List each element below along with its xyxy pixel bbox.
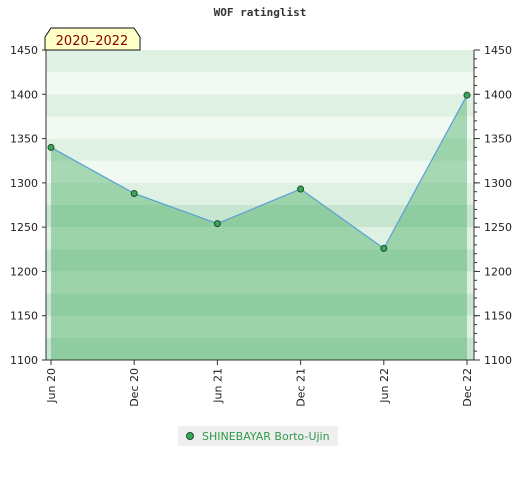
- x-tick-label: Jun 20: [45, 368, 58, 404]
- chart-title: WOF ratinglist: [213, 6, 307, 19]
- background-band: [46, 116, 474, 139]
- x-tick-label: Dec 21: [295, 368, 308, 407]
- data-point: [463, 91, 471, 99]
- background-band: [46, 337, 474, 360]
- background-band: [46, 50, 474, 73]
- y-tick-label-right: 1300: [484, 177, 512, 190]
- axes: 1100 1100 1150 1150 1200 1200 1250 1250 1300 1300…: [10, 44, 512, 407]
- data-point: [213, 220, 221, 228]
- y-tick-label-right: 1100: [484, 354, 512, 367]
- y-tick-label-left: 1350: [10, 133, 38, 146]
- background-bands: [46, 50, 474, 360]
- background-band: [46, 94, 474, 117]
- y-tick-label-right: 1350: [484, 133, 512, 146]
- legend: SHINEBAYAR Borto-Ujin: [178, 426, 338, 446]
- y-tick-label-left: 1100: [10, 354, 38, 367]
- x-tick-label: Dec 22: [461, 368, 474, 407]
- y-tick-label-right: 1400: [484, 88, 512, 101]
- series-area: [51, 95, 467, 361]
- period-label-text: 2020–2022: [56, 34, 129, 49]
- data-point: [380, 244, 388, 252]
- legend-series-label: SHINEBAYAR Borto-Ujin: [202, 429, 330, 443]
- y-tick-label-right: 1250: [484, 221, 512, 234]
- y-tick-label-right: 1200: [484, 265, 512, 278]
- background-band: [46, 205, 474, 228]
- x-tick-label: Jun 21: [211, 368, 224, 404]
- background-band: [46, 249, 474, 272]
- background-band: [46, 227, 474, 250]
- area-layer: [50, 94, 468, 361]
- y-tick-label-left: 1450: [10, 44, 38, 57]
- y-tick-label-left: 1300: [10, 177, 38, 190]
- background-band: [46, 138, 474, 161]
- data-point: [130, 189, 138, 197]
- data-point: [297, 185, 305, 193]
- y-tick-label-left: 1150: [10, 310, 38, 323]
- background-band: [46, 271, 474, 294]
- y-tick-label-left: 1400: [10, 88, 38, 101]
- x-tick-label: Jun 22: [378, 368, 391, 404]
- series-line: [50, 94, 468, 250]
- period-label-box: [44, 27, 141, 51]
- background-band: [46, 315, 474, 338]
- y-tick-label-right: 1450: [484, 44, 512, 57]
- data-points: [47, 91, 471, 252]
- y-tick-label-right: 1150: [484, 310, 512, 323]
- background-band: [46, 182, 474, 205]
- y-tick-label-left: 1200: [10, 265, 38, 278]
- x-tick-label: Dec 20: [128, 368, 141, 407]
- background-band: [46, 160, 474, 183]
- data-point: [47, 143, 55, 151]
- background-band: [46, 72, 474, 95]
- legend-marker-icon: [186, 432, 194, 440]
- background-band: [46, 293, 474, 316]
- y-tick-label-left: 1250: [10, 221, 38, 234]
- period-label-group: 2020–2022: [44, 27, 141, 51]
